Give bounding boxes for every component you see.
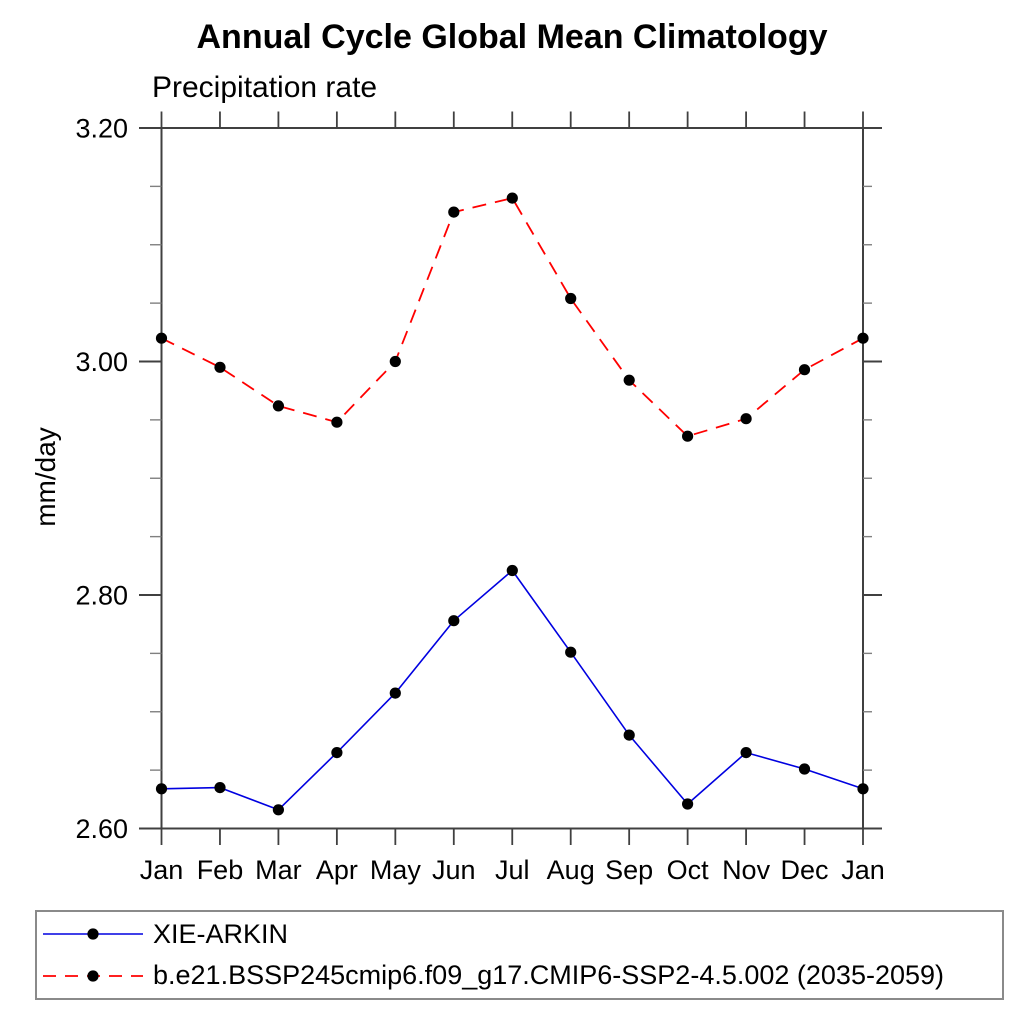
x-tick-label: Apr — [316, 855, 358, 885]
series-line-1 — [161, 197, 864, 438]
series-0-marker — [155, 783, 168, 795]
series-1-marker — [857, 332, 869, 344]
x-tick-label: Sep — [605, 855, 653, 885]
x-tick-label: Jan — [841, 855, 885, 885]
legend-label-model: b.e21.BSSP245cmip6.f09_g17.CMIP6-SSP2-4.… — [153, 960, 945, 991]
series-1-marker — [272, 400, 284, 412]
x-tick-label: Jan — [140, 855, 184, 885]
x-tick-label: Jul — [495, 855, 530, 885]
series-1-marker — [565, 292, 577, 305]
y-tick-label: 2.80 — [75, 581, 128, 611]
series-0-marker — [740, 747, 752, 759]
series-0-marker — [682, 798, 694, 810]
y-tick-label: 3.20 — [75, 114, 128, 144]
series-0-marker — [857, 783, 869, 795]
legend-item-observation: XIE-ARKIN — [40, 915, 1002, 953]
legend-marker-dot-icon — [87, 928, 99, 940]
series-0-marker — [798, 763, 811, 775]
series-1-marker — [798, 364, 811, 376]
x-tick-label: Oct — [667, 855, 710, 885]
x-tick-label: Aug — [547, 855, 595, 885]
series-1-marker — [214, 361, 226, 373]
series-0-marker — [623, 729, 635, 741]
y-tick-label: 2.60 — [75, 814, 128, 844]
chart-title: Annual Cycle Global Mean Climatology — [196, 18, 828, 56]
series-line-0 — [161, 569, 864, 811]
x-tick-label: Mar — [255, 855, 302, 885]
series-1-marker — [740, 413, 752, 425]
series-0-marker — [448, 615, 460, 627]
series-1-marker — [682, 430, 694, 442]
x-tick-label: Dec — [781, 855, 829, 885]
legend-sample-solid-line — [43, 928, 143, 940]
x-tick-label: Feb — [197, 855, 244, 885]
legend-sample-dashed-line — [43, 970, 143, 982]
series-1-marker — [448, 206, 460, 218]
series-0-marker — [272, 804, 284, 816]
series-1-marker — [623, 374, 635, 386]
series-0-marker — [214, 782, 226, 794]
series-1-marker — [155, 332, 168, 344]
legend-label-observation: XIE-ARKIN — [153, 918, 289, 949]
series-0-marker — [331, 747, 343, 759]
series-1-marker — [389, 355, 401, 368]
plot-frame — [160, 127, 864, 830]
legend: XIE-ARKIN b.e21.BSSP245cmip6.f09_g17.CMI… — [35, 910, 1004, 1000]
chart-subtitle: Precipitation rate — [152, 71, 378, 104]
series-0-marker — [565, 646, 577, 658]
x-tick-label: May — [370, 855, 422, 885]
series-1-marker — [331, 416, 343, 428]
x-tick-label: Nov — [722, 855, 771, 885]
series-1-marker — [506, 192, 518, 204]
series-0-marker — [506, 564, 518, 577]
y-tick-label: 3.00 — [75, 347, 128, 377]
legend-item-model: b.e21.BSSP245cmip6.f09_g17.CMIP6-SSP2-4.… — [40, 957, 1002, 995]
x-tick-label: Jun — [432, 855, 476, 885]
series-0-marker — [389, 687, 401, 699]
legend-marker-dot-icon — [87, 970, 99, 982]
